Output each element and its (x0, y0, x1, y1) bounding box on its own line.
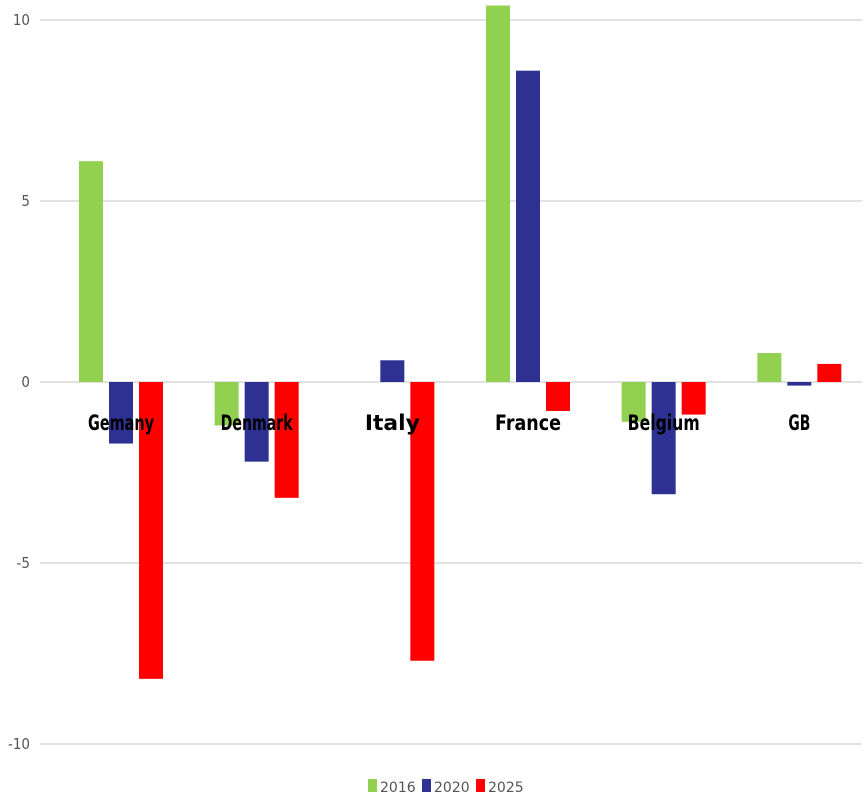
legend-label: 2025 (488, 780, 524, 796)
legend-swatch (476, 779, 485, 792)
bar-gb-2016 (757, 353, 782, 382)
bar-italy-2020 (380, 360, 405, 382)
bar-belgium-2020 (651, 382, 676, 495)
category-label: GB (788, 411, 810, 435)
bar-denmark-2020 (244, 382, 269, 462)
bar-denmark-2025 (274, 382, 299, 498)
category-label: Italy (365, 411, 420, 435)
legend-swatch (368, 779, 377, 792)
bar-gb-2020 (787, 382, 812, 386)
legend: 2016 2020 2025 (368, 779, 524, 796)
y-tick-label: -10 (8, 735, 30, 753)
legend-swatch (422, 779, 431, 792)
bar-gemany-2020 (109, 382, 133, 444)
gridlines (40, 19, 862, 745)
legend-label: 2020 (434, 780, 470, 796)
category-label: Gemany (88, 411, 154, 435)
bar-belgium-2025 (681, 382, 706, 415)
y-tick-label: 5 (21, 192, 30, 210)
y-tick-label: 0 (21, 373, 30, 391)
bar-denmark-2016 (214, 382, 239, 426)
bar-belgium-2016 (621, 382, 646, 422)
bar-france-2016 (486, 5, 510, 383)
bar-france-2025 (546, 382, 570, 411)
category-label: Denmark (221, 411, 294, 435)
legend-label: 2016 (380, 780, 416, 796)
category-label: Belgium (628, 411, 700, 435)
bar-gemany-2016 (79, 161, 103, 382)
y-tick-label: 10 (13, 11, 30, 29)
y-tick-label: -5 (17, 554, 30, 572)
bar-gb-2025 (817, 363, 842, 382)
bars (79, 5, 842, 679)
y-axis: 10 5 0 -5 -10 (8, 11, 30, 753)
bar-gemany-2025 (139, 382, 163, 679)
category-label: France (495, 411, 561, 435)
bar-italy-2025 (410, 382, 435, 661)
category-labels: Gemany Denmark Italy France Belgium GB (88, 411, 810, 435)
bar-france-2020 (516, 70, 540, 383)
